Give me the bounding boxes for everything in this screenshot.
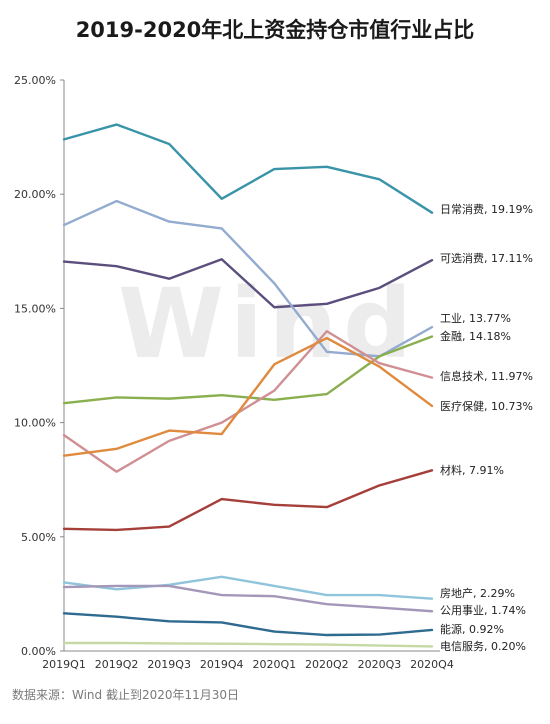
series-line <box>62 335 434 405</box>
series-line <box>62 584 434 613</box>
x-tick-label: 2020Q3 <box>358 658 402 671</box>
series-end-label: 能源, 0.92% <box>440 622 504 636</box>
chart-title: 2019-2020年北上资金持仓市值行业占比 <box>75 18 475 42</box>
series-line <box>62 336 434 457</box>
series-end-label: 电信服务, 0.20% <box>440 640 526 653</box>
y-tick-label: 10.00% <box>14 417 56 430</box>
series-end-label: 金融, 14.18% <box>440 329 511 343</box>
series-end-label: 材料, 7.91% <box>440 463 504 477</box>
series-line <box>62 258 434 309</box>
y-tick-label: 25.00% <box>14 74 56 87</box>
series-line <box>62 199 434 358</box>
series-line <box>62 612 434 637</box>
series-end-label: 公用事业, 1.74% <box>440 604 526 617</box>
y-tick-label: 15.00% <box>14 302 56 315</box>
series-end-label: 医疗保健, 10.73% <box>440 399 533 413</box>
x-tick-label: 2019Q1 <box>42 658 86 671</box>
source-note: 数据来源：Wind 截止到2020年11月30日 <box>12 688 240 702</box>
x-tick-label: 2019Q4 <box>200 658 244 671</box>
x-tick-label: 2019Q2 <box>95 658 139 671</box>
y-tick-label: 0.00% <box>21 645 56 658</box>
series-line <box>62 330 434 473</box>
series-end-label: 房地产, 2.29% <box>440 586 515 600</box>
series-line <box>62 641 434 648</box>
x-tick-label: 2020Q4 <box>410 658 454 671</box>
series-end-label: 日常消费, 19.19% <box>440 202 533 216</box>
y-tick-label: 20.00% <box>14 188 56 201</box>
wind-watermark: Wind <box>118 268 418 380</box>
series-end-label: 可选消费, 17.11% <box>440 251 533 265</box>
x-tick-label: 2020Q1 <box>252 658 296 671</box>
series-end-label: 工业, 13.77% <box>440 312 511 325</box>
series-line <box>62 469 434 532</box>
y-tick-label: 5.00% <box>21 531 56 544</box>
series-line <box>62 575 434 600</box>
x-tick-label: 2019Q3 <box>147 658 191 671</box>
series-end-label: 信息技术, 11.97% <box>440 369 533 383</box>
series-line <box>62 123 434 214</box>
x-tick-label: 2020Q2 <box>305 658 349 671</box>
